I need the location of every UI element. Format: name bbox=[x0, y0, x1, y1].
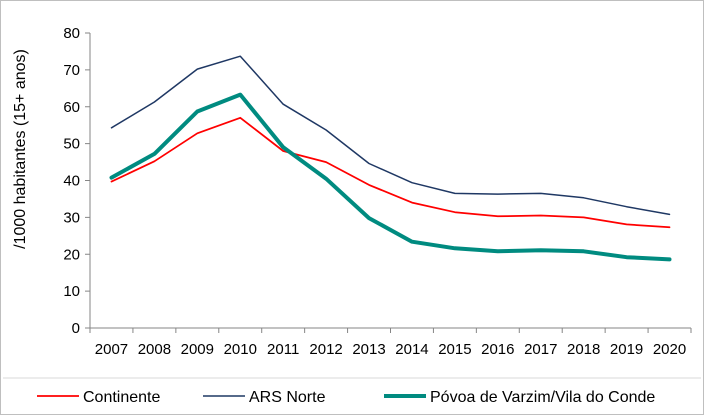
x-tick-label: 2020 bbox=[653, 341, 686, 358]
y-tick-label: 20 bbox=[63, 246, 80, 263]
y-tick-label: 50 bbox=[63, 136, 80, 153]
x-tick-label: 2009 bbox=[181, 341, 214, 358]
y-tick-label: 60 bbox=[63, 99, 80, 116]
y-tick-label: 0 bbox=[72, 320, 80, 337]
x-tick-label: 2019 bbox=[610, 341, 643, 358]
y-axis-title: /1000 habitantes (15+ anos) bbox=[12, 49, 29, 249]
y-tick-label: 30 bbox=[63, 209, 80, 226]
x-tick-label: 2014 bbox=[395, 341, 428, 358]
x-tick-label: 2017 bbox=[524, 341, 557, 358]
legend-label: Continente bbox=[83, 389, 160, 406]
x-tick-label: 2015 bbox=[438, 341, 471, 358]
y-tick-label: 80 bbox=[63, 25, 80, 42]
x-tick-label: 2010 bbox=[224, 341, 257, 358]
legend-label: Póvoa de Varzim/Vila do Conde bbox=[430, 389, 655, 406]
y-tick-label: 10 bbox=[63, 283, 80, 300]
series-line-2 bbox=[109, 92, 672, 262]
x-tick-label: 2013 bbox=[352, 341, 385, 358]
x-tick-label: 2016 bbox=[481, 341, 514, 358]
x-tick-label: 2007 bbox=[95, 341, 128, 358]
x-tick-label: 2012 bbox=[309, 341, 342, 358]
x-tick-label: 2011 bbox=[267, 341, 299, 358]
legend-label: ARS Norte bbox=[249, 389, 326, 406]
y-tick-label: 70 bbox=[63, 62, 80, 79]
x-tick-label: 2018 bbox=[567, 341, 600, 358]
series-line-1 bbox=[110, 55, 671, 216]
y-tick-label: 40 bbox=[63, 173, 80, 190]
series-line-0 bbox=[110, 116, 671, 229]
x-tick-label: 2008 bbox=[138, 341, 171, 358]
